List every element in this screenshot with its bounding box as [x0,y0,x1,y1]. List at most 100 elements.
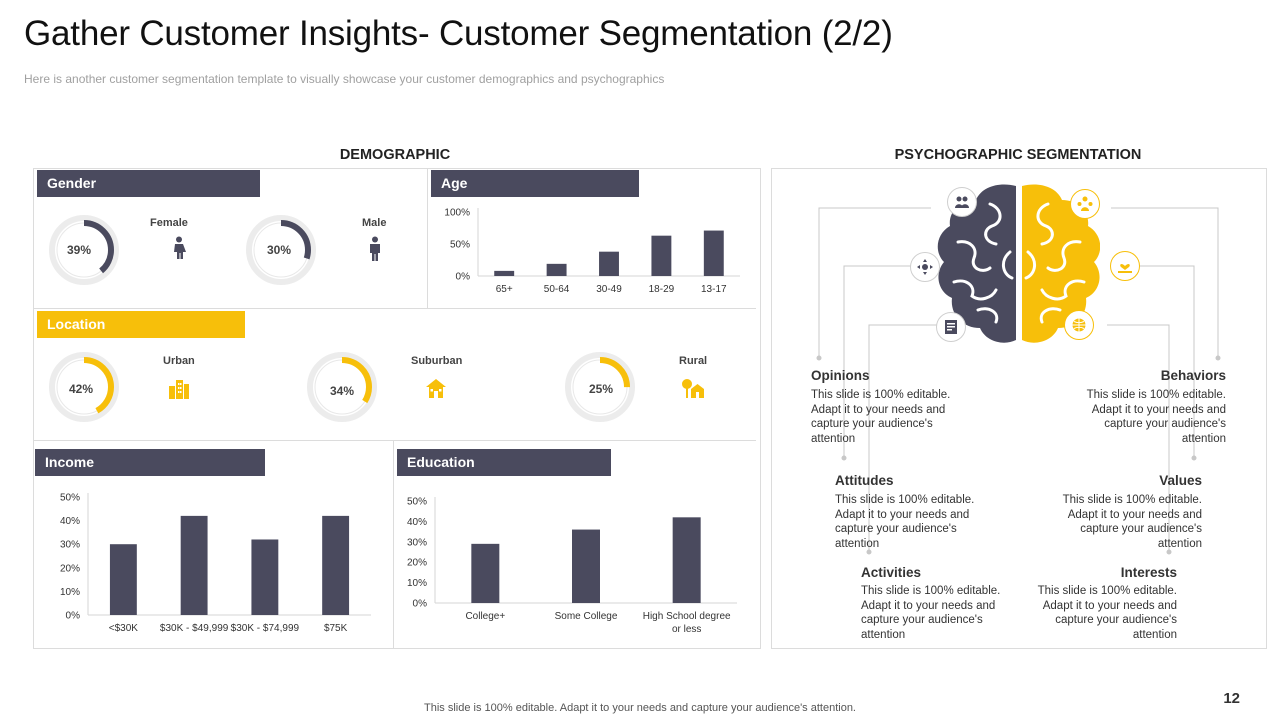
x-tick-label: or less [672,624,701,635]
urban-percent: 42% [68,382,94,396]
donut-rural [563,350,637,424]
y-tick-label: 50% [450,240,470,251]
rural-percent: 25% [588,382,614,396]
page-subtitle: Here is another customer segmentation te… [24,72,665,86]
donut-male [244,213,318,287]
activities-title: Activities [861,565,922,580]
urban-label: Urban [163,355,195,367]
attitudes-desc: This slide is 100% editable. Adapt it to… [835,494,975,550]
y-tick-label: 40% [407,517,427,528]
y-tick-label: 20% [407,558,427,569]
x-tick-label: 50-64 [544,284,570,295]
people-group-icon [947,187,977,217]
x-tick-label: 13-17 [701,284,727,295]
x-tick-label: 18-29 [649,284,675,295]
values-title: Values [1159,473,1202,488]
y-tick-label: 0% [413,599,428,610]
page-number: 12 [1223,690,1240,707]
y-tick-label: 40% [60,516,80,527]
bar [180,515,208,615]
divider [393,440,394,649]
x-tick-label: Some College [555,611,618,622]
donut-suburban [305,350,379,424]
values-desc: This slide is 100% editable. Adapt it to… [1062,494,1202,550]
male-percent: 30% [266,243,292,257]
education-chart: 0% 10% 20% 30% 40% 50% College+ Some College Hig… [407,497,737,635]
rural-label: Rural [679,355,708,367]
demographic-heading: DEMOGRAPHIC [339,147,451,163]
income-header: Income [35,449,265,476]
farm-tree-house-icon [681,378,705,404]
age-header: Age [431,170,639,197]
bar [322,515,350,615]
female-person-icon [170,236,188,265]
y-tick-label: 30% [60,540,80,551]
female-label: Female [150,217,188,229]
suburban-label: Suburban [411,355,463,367]
opinions-title: Opinions [811,368,870,383]
y-tick-label: 20% [60,563,80,574]
x-tick-label: High School degree [643,611,731,622]
education-header: Education [397,449,611,476]
globe-icon [1064,310,1094,340]
x-tick-label: 30-49 [596,284,622,295]
donut-arc [251,220,311,280]
location-header: Location [37,311,245,338]
x-tick-label: College+ [465,611,505,622]
donut-arc [312,357,372,417]
x-tick-label: <$30K [109,623,139,634]
activities-desc: This slide is 100% editable. Adapt it to… [861,585,1001,641]
y-tick-label: 100% [444,208,470,219]
bar [572,529,600,603]
brain-illustration [937,184,1100,343]
bar [109,544,137,615]
divider [427,168,428,308]
donut-urban [47,350,121,424]
suburban-percent: 34% [329,384,355,398]
y-tick-label: 10% [60,587,80,598]
psychographic-panel [771,168,1267,649]
city-buildings-icon [168,379,190,404]
connector-lines [816,207,1221,555]
behaviors-title: Behaviors [1160,368,1226,383]
male-label: Male [362,217,387,229]
divider [33,440,756,441]
bar [471,543,500,603]
network-arrows-icon [910,252,940,282]
donut-female [47,213,121,287]
behaviors-desc: This slide is 100% editable. Adapt it to… [1086,389,1226,445]
x-tick-label: 65+ [496,284,513,295]
donut-arc [570,357,630,417]
x-tick-label: $75K [324,623,348,634]
income-chart: 0% 10% 20% 30% 40% 50% <$30K $30K - $49,999 $30K… [60,493,371,634]
bar [651,235,672,276]
divider [33,308,756,309]
footer-note: This slide is 100% editable. Adapt it to… [424,702,856,714]
female-percent: 39% [66,243,92,257]
donut-arc [54,220,114,280]
y-tick-label: 30% [407,537,427,548]
interests-desc: This slide is 100% editable. Adapt it to… [1037,585,1177,641]
age-chart: 0% 50% 100% 65+ 50-64 30-49 18-29 13-17 [444,208,740,295]
interests-title: Interests [1120,565,1177,580]
y-tick-label: 50% [407,497,427,508]
y-tick-label: 50% [60,493,80,504]
bar [672,517,701,603]
x-tick-label: $30K - $74,999 [231,623,300,634]
bar [703,230,724,276]
x-tick-label: $30K - $49,999 [160,623,229,634]
psychographic-heading: PSYCHOGRAPHIC SEGMENTATION [894,147,1142,163]
document-icon [936,312,966,342]
house-icon [425,378,447,404]
bar [546,263,567,276]
male-person-icon [366,236,384,267]
y-tick-label: 10% [407,578,427,589]
y-tick-label: 0% [66,611,81,622]
donut-arc [54,357,114,417]
bar [251,539,279,615]
attitudes-title: Attitudes [835,473,894,488]
opinions-desc: This slide is 100% editable. Adapt it to… [811,389,951,445]
demographic-panel [33,168,761,649]
hand-heart-icon [1110,251,1140,281]
bar [494,270,515,276]
